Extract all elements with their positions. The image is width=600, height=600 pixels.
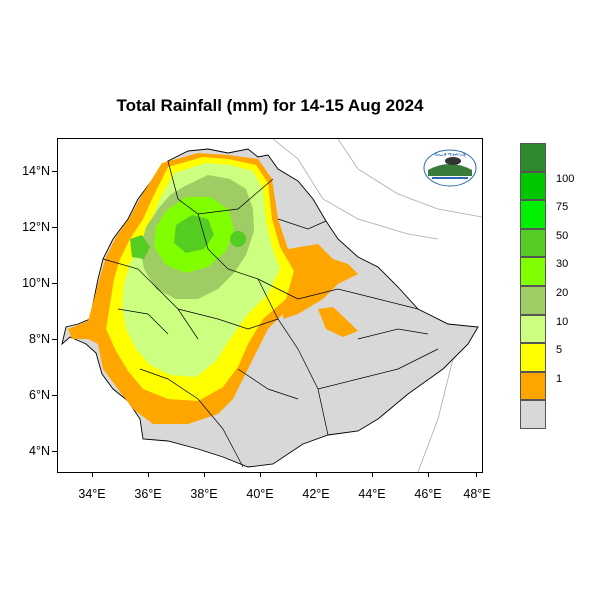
lat-tick [52, 227, 57, 228]
legend-label: 20 [556, 287, 569, 299]
lat-tick [52, 339, 57, 340]
lon-label-36e: 36°E [134, 487, 162, 501]
coastline [272, 139, 439, 240]
legend-label: 75 [556, 201, 569, 214]
rain-50-75mm-b [130, 235, 150, 259]
coastline-red-sea [337, 139, 482, 218]
lat-label-14n: 14°N [22, 164, 50, 178]
lat-label-6n: 6°N [29, 388, 50, 402]
lat-label-4n: 4°N [29, 444, 50, 458]
legend-swatch [520, 200, 546, 229]
lat-label-12n: 12°N [22, 220, 50, 234]
agency-logo: ብሔራዊ ሚቲዎሮሎጂ [420, 148, 480, 188]
lon-label-38e: 38°E [190, 487, 218, 501]
lat-tick [52, 451, 57, 452]
lon-label-44e: 44°E [358, 487, 386, 501]
lat-label-10n: 10°N [22, 276, 50, 290]
lon-tick [372, 472, 373, 477]
legend-label: 1 [556, 372, 563, 385]
legend-swatch [520, 343, 546, 372]
rain-50-75mm [174, 215, 214, 253]
lon-tick [476, 472, 477, 477]
legend-swatch [520, 257, 546, 286]
lon-tick [204, 472, 205, 477]
legend-swatch [520, 228, 546, 258]
rain-50-75mm-c [230, 231, 246, 247]
map-title: Total Rainfall (mm) for 14-15 Aug 2024 [116, 96, 424, 115]
lon-label-42e: 42°E [302, 487, 330, 501]
legend-swatch [520, 400, 546, 429]
legend-swatch [520, 314, 546, 344]
svg-text:ብሔራዊ ሚቲዎሮሎጂ: ብሔራዊ ሚቲዎሮሎጂ [434, 152, 466, 157]
lat-tick [52, 171, 57, 172]
lon-label-40e: 40°E [246, 487, 274, 501]
color-legend [520, 143, 546, 429]
lon-label-48e: 48°E [463, 487, 491, 501]
lon-tick [260, 472, 261, 477]
lon-tick [148, 472, 149, 477]
lat-tick [52, 395, 57, 396]
rain-1-5mm-patch [318, 307, 358, 337]
lon-tick [428, 472, 429, 477]
legend-label: 50 [556, 229, 569, 242]
map-frame [57, 138, 483, 473]
lon-label-46e: 46°E [414, 487, 442, 501]
lon-tick [92, 472, 93, 477]
lon-label-34e: 34°E [78, 487, 106, 501]
lat-tick [52, 283, 57, 284]
legend-label: 100 [556, 172, 575, 185]
admin-borders [102, 160, 439, 468]
legend-swatch [520, 285, 546, 315]
legend-swatch [520, 143, 546, 172]
legend-swatch [520, 371, 546, 401]
rain-1-5mm-east [283, 244, 358, 319]
legend-label: 30 [556, 258, 569, 271]
ethiopia-rainfall-map [61, 139, 482, 472]
lat-label-8n: 8°N [29, 332, 50, 346]
somalia-coast [417, 338, 459, 472]
legend-label: 10 [556, 315, 569, 328]
legend-swatch [520, 171, 546, 201]
lon-tick [316, 472, 317, 477]
legend-label: 5 [556, 344, 563, 357]
